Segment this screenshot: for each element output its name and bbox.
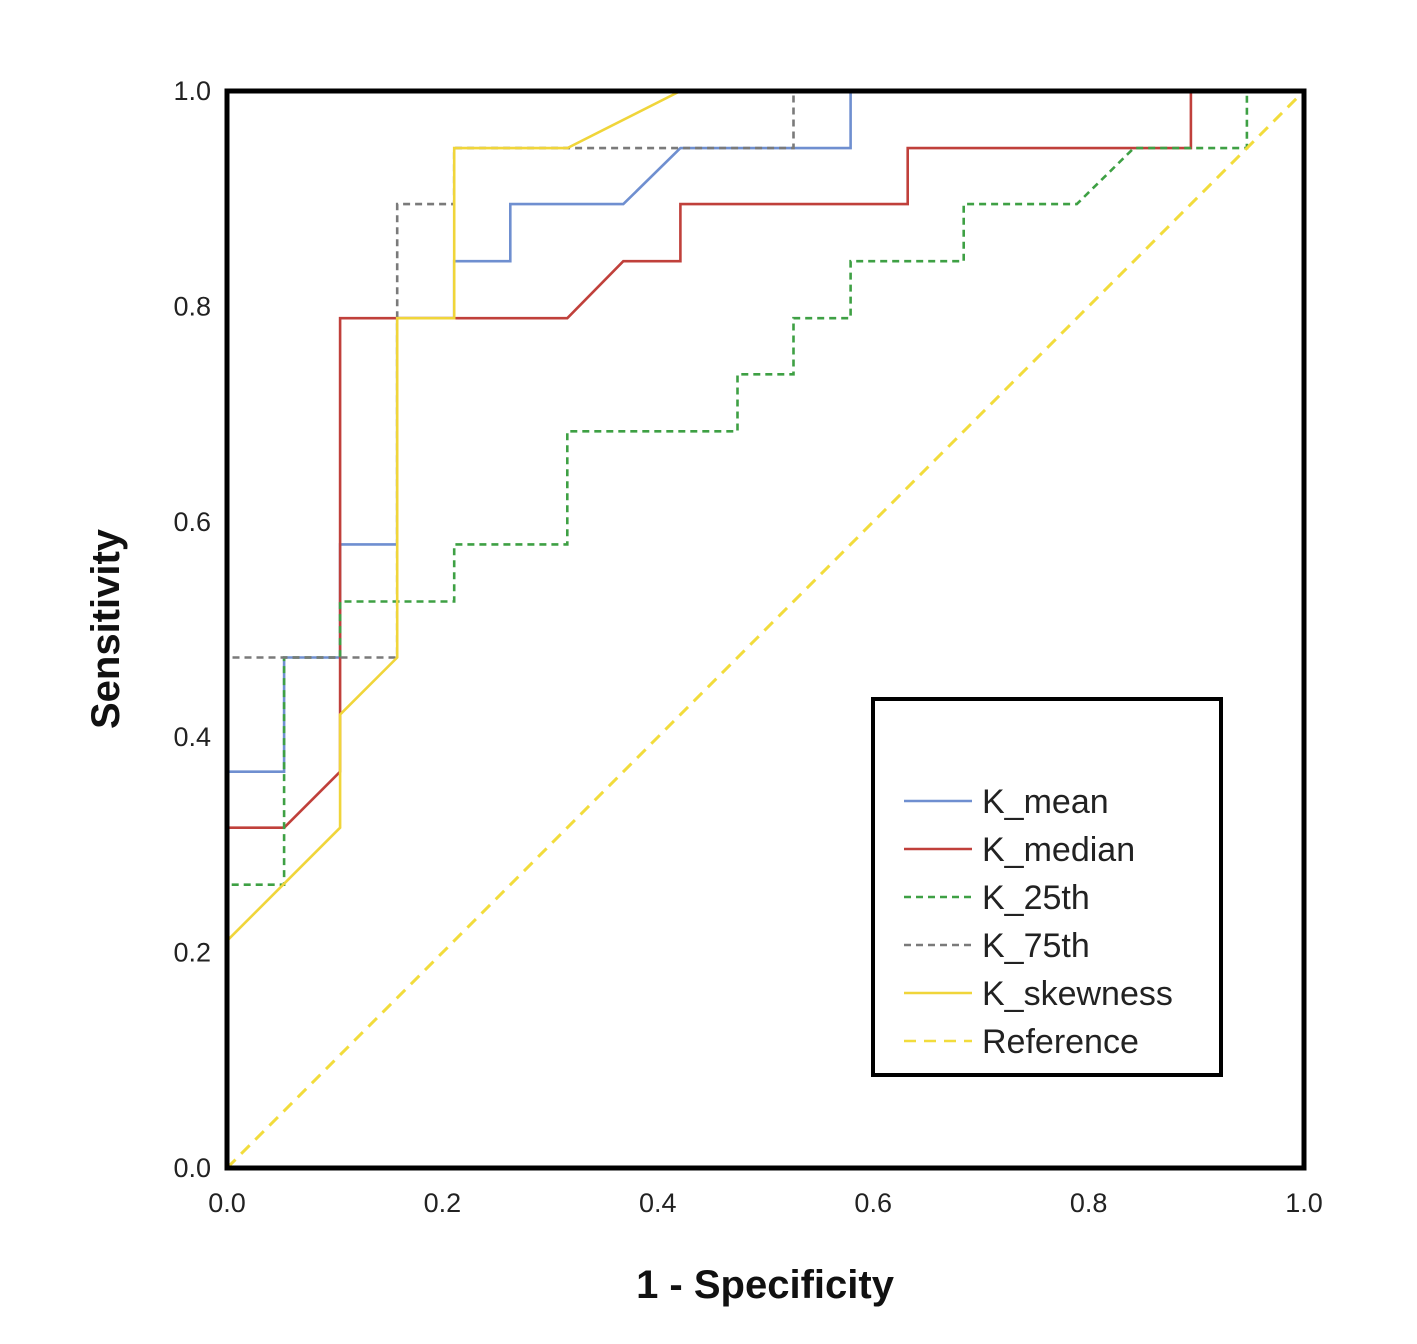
y-tick-label-0: 0.0: [173, 1153, 211, 1183]
legend-label-k-75th: K_75th: [982, 927, 1090, 965]
series-lines: [225, 89, 1306, 1170]
legend-label-k-median: K_median: [982, 831, 1135, 869]
y-tick-label-1: 0.2: [173, 938, 211, 968]
y-tick-label-2: 0.4: [173, 722, 211, 752]
y-tick-label-3: 0.6: [173, 507, 211, 537]
series-line-k-skewness: [225, 89, 1304, 1168]
legend-label-k-25th: K_25th: [982, 879, 1090, 917]
legend-label-k-skewness: K_skewness: [982, 975, 1173, 1013]
series-line-reference: [225, 89, 1306, 1170]
legend-box: [871, 697, 1223, 1077]
x-tick-label-1: 0.2: [424, 1188, 462, 1218]
x-tick-label-2: 0.4: [639, 1188, 677, 1218]
y-tick-label-5: 1.0: [173, 76, 211, 106]
x-axis-label: 1 - Specificity: [636, 1263, 895, 1307]
x-tick-label-4: 0.8: [1070, 1188, 1108, 1218]
series-line-k-median: [225, 89, 1304, 1168]
y-tick-label-4: 0.8: [173, 291, 211, 321]
legend-label-reference: Reference: [982, 1023, 1139, 1061]
legend: K_mean K_median K_25th K_75th K_skewness Refe…: [871, 697, 1223, 1077]
x-tick-label-0: 0.0: [208, 1188, 246, 1218]
axis-ticks: 0.0 0.2 0.4 0.6 0.8 1.0 0.0 0.2 0.4 0.6 0.8 1.0: [173, 76, 1322, 1218]
x-tick-label-5: 1.0: [1285, 1188, 1323, 1218]
plot-frame: [224, 88, 1307, 1171]
legend-label-k-mean: K_mean: [982, 783, 1109, 821]
x-tick-label-3: 0.6: [854, 1188, 892, 1218]
y-axis-label: Sensitivity: [84, 528, 128, 729]
